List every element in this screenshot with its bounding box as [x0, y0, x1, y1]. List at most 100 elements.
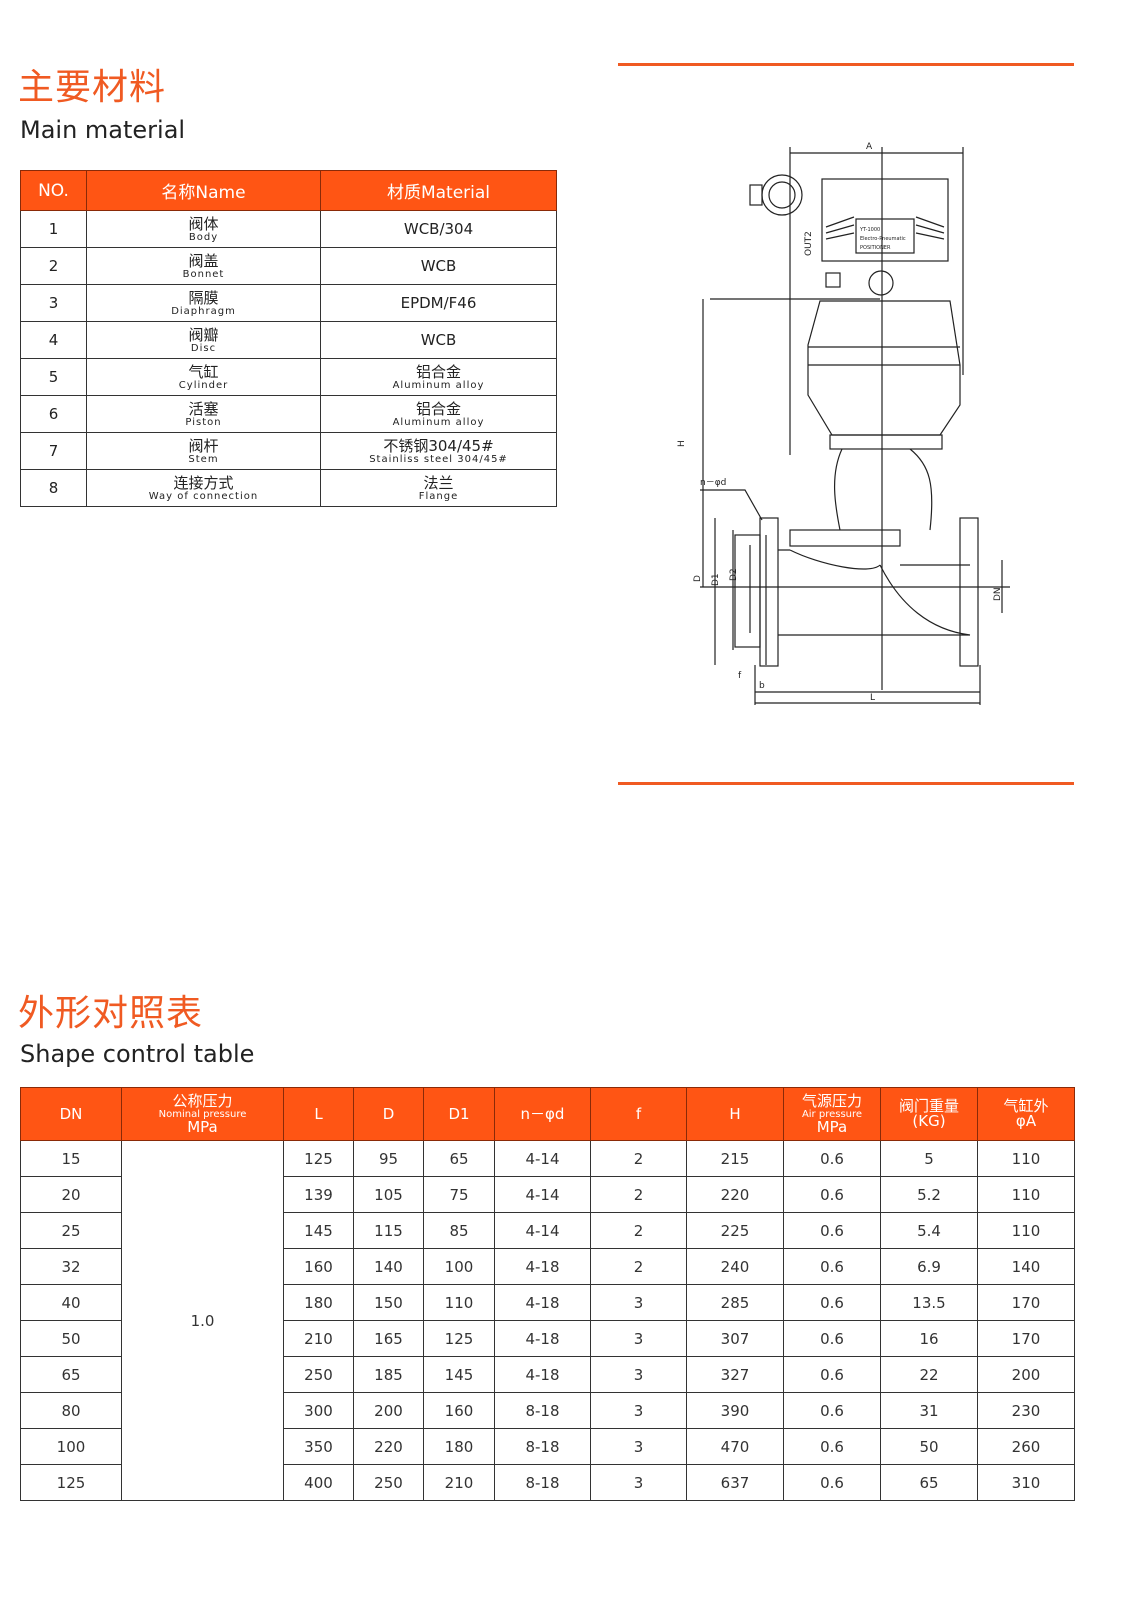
- cell: 3: [590, 1284, 687, 1321]
- materials-title-cn: 主要材料: [18, 67, 167, 108]
- shape-header-cell: L: [283, 1087, 354, 1141]
- part-name-cn: 连接方式: [173, 473, 234, 492]
- part-material: 铝合金 Aluminum alloy: [320, 358, 557, 396]
- cell: 25: [20, 1212, 122, 1249]
- material-value: WCB: [420, 331, 457, 349]
- cell: 75: [423, 1176, 495, 1213]
- header-main: 气源压力: [801, 1091, 862, 1110]
- cell: 140: [353, 1248, 424, 1285]
- valve-diagram: A YT-1000 Electro-Pneumatic POSITIONER O…: [677, 142, 1010, 705]
- nominal-pressure-cell: 1.0: [121, 1140, 284, 1501]
- cell: 22: [880, 1356, 978, 1393]
- cell: 100: [20, 1428, 122, 1465]
- cell: 16: [880, 1320, 978, 1357]
- header-main: L: [314, 1104, 323, 1123]
- table-row: 125 400 250 210 8-18 3 637 0.6 65 310: [20, 1464, 1075, 1501]
- cell: 400: [283, 1464, 354, 1501]
- cell: 2: [590, 1140, 687, 1177]
- cell: 125: [423, 1320, 495, 1357]
- cell: 85: [423, 1212, 495, 1249]
- dim-label-d: D: [693, 575, 703, 582]
- cell: 100: [423, 1248, 495, 1285]
- row-number: 6: [20, 395, 87, 433]
- header-main: H: [729, 1104, 741, 1123]
- part-name-cn: 阀体: [188, 214, 219, 233]
- part-name-cn: 阀杆: [188, 436, 219, 455]
- part-name: 连接方式 Way of connection: [86, 469, 321, 507]
- part-name: 气缸 Cylinder: [86, 358, 321, 396]
- cell: 13.5: [880, 1284, 978, 1321]
- part-name-cn: 隔膜: [188, 288, 219, 307]
- dim-label-l: L: [870, 693, 875, 703]
- table-row: 25 145 115 85 4-14 2 225 0.6 5.4 110: [20, 1212, 1075, 1249]
- material-value: WCB/304: [403, 220, 474, 238]
- cell: 4-18: [494, 1320, 591, 1357]
- plate-text-2: Electro-Pneumatic: [860, 236, 906, 242]
- material-value: WCB: [420, 257, 457, 275]
- cell: 165: [353, 1320, 424, 1357]
- cell: 0.6: [783, 1212, 881, 1249]
- cell: 50: [20, 1320, 122, 1357]
- table-row: 7 阀杆 Stem 不锈钢304/45# Stainliss steel 304/45#: [20, 432, 557, 470]
- shape-header-cell: D: [353, 1087, 424, 1141]
- header-main: n－φd: [520, 1104, 565, 1123]
- part-material: 不锈钢304/45# Stainliss steel 304/45#: [320, 432, 557, 470]
- shape-title-en: Shape control table: [20, 1040, 255, 1068]
- part-material: WCB/304: [320, 210, 557, 248]
- cell: 185: [353, 1356, 424, 1393]
- cell: 4-14: [494, 1140, 591, 1177]
- cell: 250: [283, 1356, 354, 1393]
- shape-header-cell: 公称压力 Nominal pressure MPa: [121, 1087, 284, 1141]
- cell: 180: [423, 1428, 495, 1465]
- cell: 110: [423, 1284, 495, 1321]
- row-number: 8: [20, 469, 87, 507]
- cell: 260: [977, 1428, 1075, 1465]
- part-name-en: Disc: [190, 342, 217, 354]
- shape-header-cell: H: [686, 1087, 784, 1141]
- header-main: D1: [448, 1104, 470, 1123]
- header-unit: φA: [1015, 1112, 1037, 1130]
- cell: 240: [686, 1248, 784, 1285]
- part-name-cn: 阀瓣: [188, 325, 219, 344]
- cell: 225: [686, 1212, 784, 1249]
- part-material: WCB: [320, 247, 557, 285]
- header-main: 气缸外: [1003, 1097, 1049, 1115]
- cell: 220: [353, 1428, 424, 1465]
- cell: 0.6: [783, 1428, 881, 1465]
- cell: 115: [353, 1212, 424, 1249]
- table-row: 15 1.0 125 95 65 4-14 2 215 0.6 5 110: [20, 1140, 1075, 1501]
- cell: 5: [880, 1140, 978, 1177]
- cell: 95: [353, 1140, 424, 1177]
- header-en: Nominal pressure: [158, 1108, 247, 1120]
- part-name-cn: 气缸: [188, 362, 219, 381]
- header-main: DN: [59, 1104, 83, 1123]
- cell: 8-18: [494, 1428, 591, 1465]
- cell: 0.6: [783, 1176, 881, 1213]
- shape-header-cell: D1: [423, 1087, 495, 1141]
- material-cn: 不锈钢304/45#: [383, 436, 494, 455]
- cell: 0.6: [783, 1248, 881, 1285]
- cell: 31: [880, 1392, 978, 1429]
- header-main: 公称压力: [172, 1091, 233, 1110]
- plate-text-3: POSITIONER: [860, 245, 891, 251]
- cell: 327: [686, 1356, 784, 1393]
- part-name-en: Cylinder: [178, 379, 229, 391]
- dim-label-n-phi-d: n－φd: [700, 478, 726, 488]
- cell: 300: [283, 1392, 354, 1429]
- part-name-en: Diaphragm: [171, 305, 236, 317]
- part-name: 阀瓣 Disc: [86, 321, 321, 359]
- part-name: 阀体 Body: [86, 210, 321, 248]
- cell: 110: [977, 1140, 1075, 1177]
- part-name: 隔膜 Diaphragm: [86, 284, 321, 322]
- material-en: Stainliss steel 304/45#: [369, 453, 508, 465]
- cell: 3: [590, 1392, 687, 1429]
- cell: 3: [590, 1428, 687, 1465]
- cell: 210: [423, 1464, 495, 1501]
- header-unit: (KG): [912, 1112, 946, 1130]
- cell: 390: [686, 1392, 784, 1429]
- cell: 470: [686, 1428, 784, 1465]
- cell: 310: [977, 1464, 1075, 1501]
- materials-title-en: Main material: [20, 116, 186, 144]
- cell: 8-18: [494, 1464, 591, 1501]
- part-name-en: Piston: [185, 416, 222, 428]
